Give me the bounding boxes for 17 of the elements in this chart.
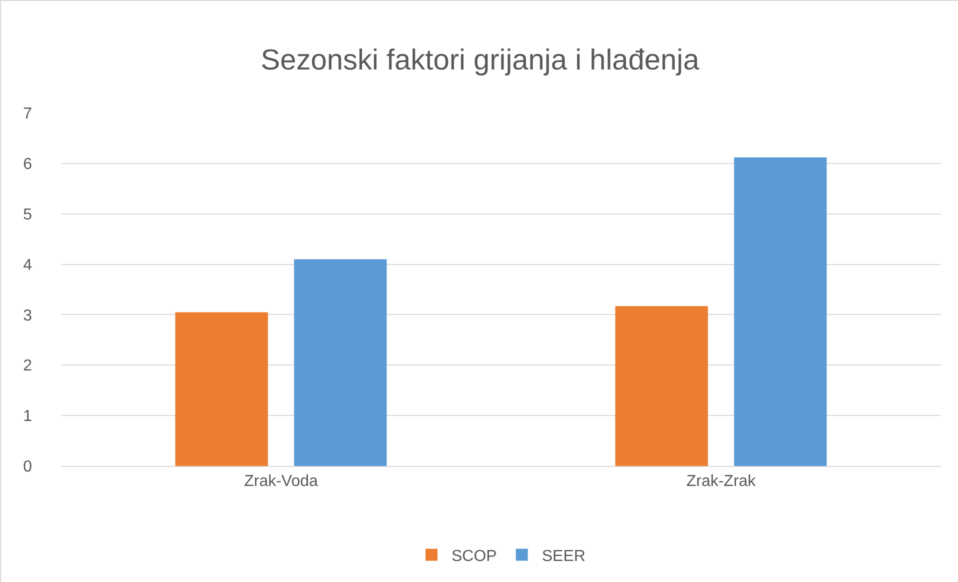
- y-tick-label: 2: [23, 358, 32, 375]
- x-tick-label: Zrak-Zrak: [686, 473, 757, 490]
- y-tick-label: 7: [23, 106, 32, 123]
- y-tick-label: 1: [23, 408, 32, 426]
- y-tick-label: 0: [23, 458, 32, 476]
- x-tick-label: Zrak-Voda: [244, 473, 318, 490]
- legend-label: SEER: [542, 548, 586, 565]
- bar: [294, 259, 387, 466]
- legend-label: SCOP: [452, 548, 497, 565]
- bar: [734, 157, 827, 466]
- y-tick-label: 4: [23, 256, 32, 274]
- y-tick-label: 5: [23, 206, 32, 224]
- bar: [615, 306, 708, 466]
- y-tick-label: 3: [23, 307, 32, 324]
- bar: [175, 312, 268, 466]
- y-tick-label: 6: [23, 156, 32, 174]
- chart-title: Sezonski faktori grijanja i hlađenja: [260, 44, 700, 76]
